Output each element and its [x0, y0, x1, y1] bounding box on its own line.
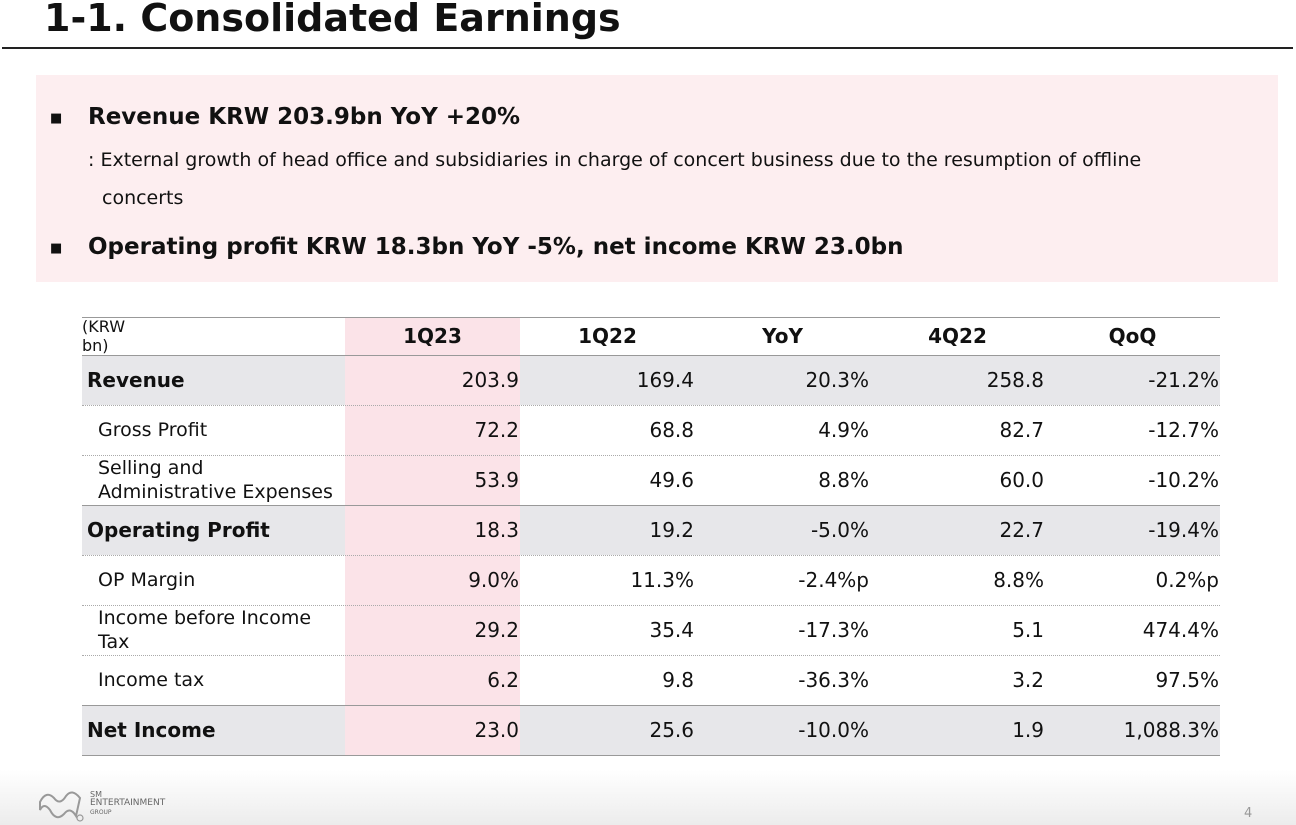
table-cell: 23.0: [474, 718, 519, 742]
table-cell: 9.0%: [468, 568, 519, 592]
title-rule: [2, 47, 1293, 49]
column-header: QoQ: [1108, 324, 1157, 348]
table-cell: -2.4%p: [798, 568, 869, 592]
row-label: Selling and Administrative Expenses: [98, 455, 333, 505]
row-rule: [82, 505, 1220, 506]
table-cell: 1.9: [1012, 718, 1044, 742]
column-highlight: [345, 317, 520, 755]
row-rule: [82, 555, 1220, 556]
row-label-line: Tax: [98, 631, 130, 653]
column-header: 4Q22: [928, 324, 987, 348]
row-label-line: Selling and: [98, 457, 204, 479]
row-rule: [82, 655, 1220, 656]
highlight-detail: : External growth of head office and sub…: [88, 149, 1142, 209]
table-cell: 19.2: [649, 518, 694, 542]
table-cell: 25.6: [649, 718, 694, 742]
table-cell: 97.5%: [1155, 668, 1219, 692]
table-cell: -10.0%: [798, 718, 869, 742]
table-cell: 18.3: [474, 518, 519, 542]
logo-line: SM: [90, 790, 102, 799]
table-cell: 8.8%: [818, 468, 869, 492]
table-cell: -21.2%: [1148, 368, 1219, 392]
row-shade: [82, 705, 1220, 755]
table-cell: 35.4: [649, 618, 694, 642]
row-label: Net Income: [87, 705, 216, 755]
column-header: 1Q22: [578, 324, 637, 348]
row-label: OP Margin: [98, 555, 195, 605]
column-header: YoY: [762, 324, 803, 348]
highlight-heading: Revenue KRW 203.9bn YoY +20%: [88, 104, 521, 130]
column-header: 1Q23: [403, 324, 462, 348]
table-cell: 5.1: [1012, 618, 1044, 642]
table-cell: 72.2: [474, 418, 519, 442]
table-cell: 169.4: [636, 368, 694, 392]
footer-band: [0, 770, 1296, 825]
table-cell: 60.0: [999, 468, 1044, 492]
row-label-line: OP Margin: [98, 569, 196, 591]
row-rule: [82, 355, 1220, 356]
row-label-line: Gross Profit: [98, 419, 208, 441]
row-label: Gross Profit: [98, 405, 207, 455]
table-cell: -36.3%: [798, 668, 869, 692]
logo-mark: [39, 791, 84, 822]
table-cell: -10.2%: [1148, 468, 1219, 492]
bullet: ■: [50, 241, 63, 256]
row-rule: [82, 455, 1220, 456]
row-rule: [82, 405, 1220, 406]
table-cell: 258.8: [986, 368, 1044, 392]
row-shade: [82, 505, 1220, 555]
table-cell: 53.9: [474, 468, 519, 492]
table-top-rule: [82, 317, 1220, 318]
table-cell: 203.9: [461, 368, 519, 392]
table-cell: 22.7: [999, 518, 1044, 542]
table-cell: 49.6: [649, 468, 694, 492]
table-cell: 6.2: [487, 668, 519, 692]
row-shade: [82, 355, 1220, 405]
table-cell: 4.9%: [818, 418, 869, 442]
row-label: Income tax: [98, 655, 204, 705]
table-cell: 3.2: [1012, 668, 1044, 692]
table-cell: 9.8: [662, 668, 694, 692]
table-cell: 474.4%: [1142, 618, 1219, 642]
logo-text: SM ENTERTAINMENT GROUP: [90, 790, 165, 817]
row-label: Revenue: [87, 355, 185, 405]
row-label-line: Income tax: [98, 669, 205, 691]
unit-label: (KRW bn): [82, 317, 126, 355]
row-label: Income before Income Tax: [98, 605, 311, 655]
row-label-line: Administrative Expenses: [98, 481, 333, 503]
row-rule: [82, 705, 1220, 706]
row-label-line: Income before Income: [98, 607, 312, 629]
page-number: 4: [1244, 806, 1253, 821]
table-cell: 29.2: [474, 618, 519, 642]
table-cell: -12.7%: [1148, 418, 1219, 442]
row-label: Operating Profit: [87, 505, 270, 555]
table-cell: 0.2%p: [1155, 568, 1219, 592]
table-cell: 82.7: [999, 418, 1044, 442]
table-cell: 1,088.3%: [1123, 718, 1219, 742]
bullet: ■: [50, 111, 63, 126]
highlight-heading: Operating profit KRW 18.3bn YoY -5%, net…: [88, 234, 904, 260]
logo-line: GROUP: [90, 809, 112, 816]
table-cell: 11.3%: [630, 568, 694, 592]
table-cell: -17.3%: [798, 618, 869, 642]
table-bottom-rule: [82, 755, 1220, 756]
row-label-line: Net Income: [87, 718, 216, 742]
table-cell: 20.3%: [805, 368, 869, 392]
table-cell: -19.4%: [1148, 518, 1219, 542]
logo-line: ENTERTAINMENT: [90, 798, 166, 808]
row-label-line: Operating Profit: [87, 518, 270, 542]
row-label-line: Revenue: [87, 368, 185, 392]
table-cell: -5.0%: [810, 518, 869, 542]
highlight-box: [36, 75, 1278, 282]
row-rule: [82, 605, 1220, 606]
table-cell: 68.8: [649, 418, 694, 442]
table-cell: 8.8%: [993, 568, 1044, 592]
title: 1-1. Consolidated Earnings: [44, 0, 621, 40]
